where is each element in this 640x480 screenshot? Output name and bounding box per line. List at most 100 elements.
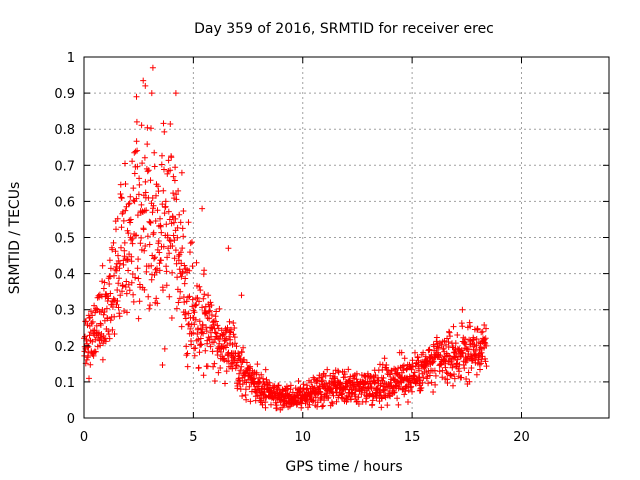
data-point xyxy=(450,382,456,389)
data-point xyxy=(180,208,187,214)
data-point xyxy=(181,262,188,269)
data-point xyxy=(140,226,147,233)
data-point xyxy=(259,401,266,408)
data-point xyxy=(328,399,335,406)
data-point xyxy=(102,338,109,345)
data-point xyxy=(146,241,153,248)
data-point xyxy=(414,354,421,361)
data-point xyxy=(419,379,426,386)
data-point xyxy=(152,254,158,261)
data-point xyxy=(238,349,245,356)
data-point xyxy=(241,356,248,363)
data-point xyxy=(273,405,280,412)
data-point xyxy=(114,215,121,222)
data-point xyxy=(418,384,425,391)
data-point xyxy=(187,240,194,247)
y-tick-label: 1 xyxy=(67,51,75,66)
data-point xyxy=(191,352,198,359)
data-point xyxy=(170,219,177,226)
data-point xyxy=(127,216,134,223)
data-point xyxy=(275,382,282,389)
data-point xyxy=(163,268,170,275)
data-point xyxy=(476,361,483,368)
data-point xyxy=(171,255,178,262)
data-point xyxy=(438,361,445,368)
data-point xyxy=(430,389,437,395)
data-point xyxy=(118,224,125,231)
data-point xyxy=(121,253,128,260)
data-point xyxy=(109,326,116,333)
data-point xyxy=(115,252,121,259)
data-point xyxy=(247,398,254,405)
data-point xyxy=(262,366,269,373)
data-point xyxy=(160,187,167,194)
data-point xyxy=(473,336,480,342)
data-point xyxy=(325,394,332,401)
data-point xyxy=(451,375,458,382)
data-point xyxy=(109,246,116,253)
data-point xyxy=(135,256,142,263)
data-point xyxy=(231,334,238,341)
data-point xyxy=(432,372,439,379)
data-point xyxy=(133,232,140,239)
data-point xyxy=(333,398,340,405)
data-point xyxy=(426,346,433,353)
data-point xyxy=(425,347,432,354)
data-point xyxy=(136,175,143,182)
data-point xyxy=(462,336,469,343)
data-point xyxy=(185,219,192,226)
data-point xyxy=(157,215,163,222)
data-point xyxy=(134,147,141,154)
data-point xyxy=(174,274,181,281)
data-point xyxy=(319,377,326,384)
data-point xyxy=(401,355,408,362)
data-point xyxy=(161,166,167,173)
data-point xyxy=(466,378,473,385)
data-point xyxy=(226,318,233,325)
data-point xyxy=(123,290,130,297)
data-point xyxy=(444,380,451,386)
data-point xyxy=(165,208,172,215)
data-point xyxy=(172,164,179,171)
data-point xyxy=(384,402,391,409)
data-point xyxy=(99,262,106,269)
data-point xyxy=(335,367,341,374)
data-point xyxy=(170,173,177,180)
data-point xyxy=(166,250,173,257)
data-point xyxy=(114,287,121,293)
data-point xyxy=(432,381,439,388)
y-tick-label: 0.3 xyxy=(54,304,75,319)
data-point xyxy=(153,295,160,302)
data-point xyxy=(211,360,218,367)
data-point xyxy=(106,335,113,342)
data-point xyxy=(158,229,165,236)
x-tick-label: 10 xyxy=(294,430,311,445)
data-point xyxy=(159,201,166,208)
x-tick-label: 0 xyxy=(80,430,88,445)
data-point xyxy=(223,327,230,334)
data-point xyxy=(134,163,141,170)
data-point xyxy=(247,363,254,370)
data-point xyxy=(448,358,455,365)
data-point xyxy=(465,346,472,353)
data-point xyxy=(124,257,131,263)
data-point xyxy=(111,313,118,320)
data-point xyxy=(130,298,137,305)
data-point xyxy=(190,329,197,336)
data-point xyxy=(227,336,234,343)
data-point xyxy=(201,267,208,274)
data-point xyxy=(186,320,192,327)
data-point xyxy=(150,229,157,236)
data-point xyxy=(188,341,195,348)
data-point xyxy=(212,318,219,325)
data-point xyxy=(116,313,123,320)
data-point xyxy=(483,342,490,349)
data-point xyxy=(192,316,199,323)
data-point xyxy=(125,267,132,274)
data-point xyxy=(474,325,481,332)
data-point xyxy=(170,190,177,197)
data-point xyxy=(168,315,175,321)
data-point xyxy=(314,399,321,406)
data-point xyxy=(422,353,429,360)
data-point xyxy=(111,331,118,337)
